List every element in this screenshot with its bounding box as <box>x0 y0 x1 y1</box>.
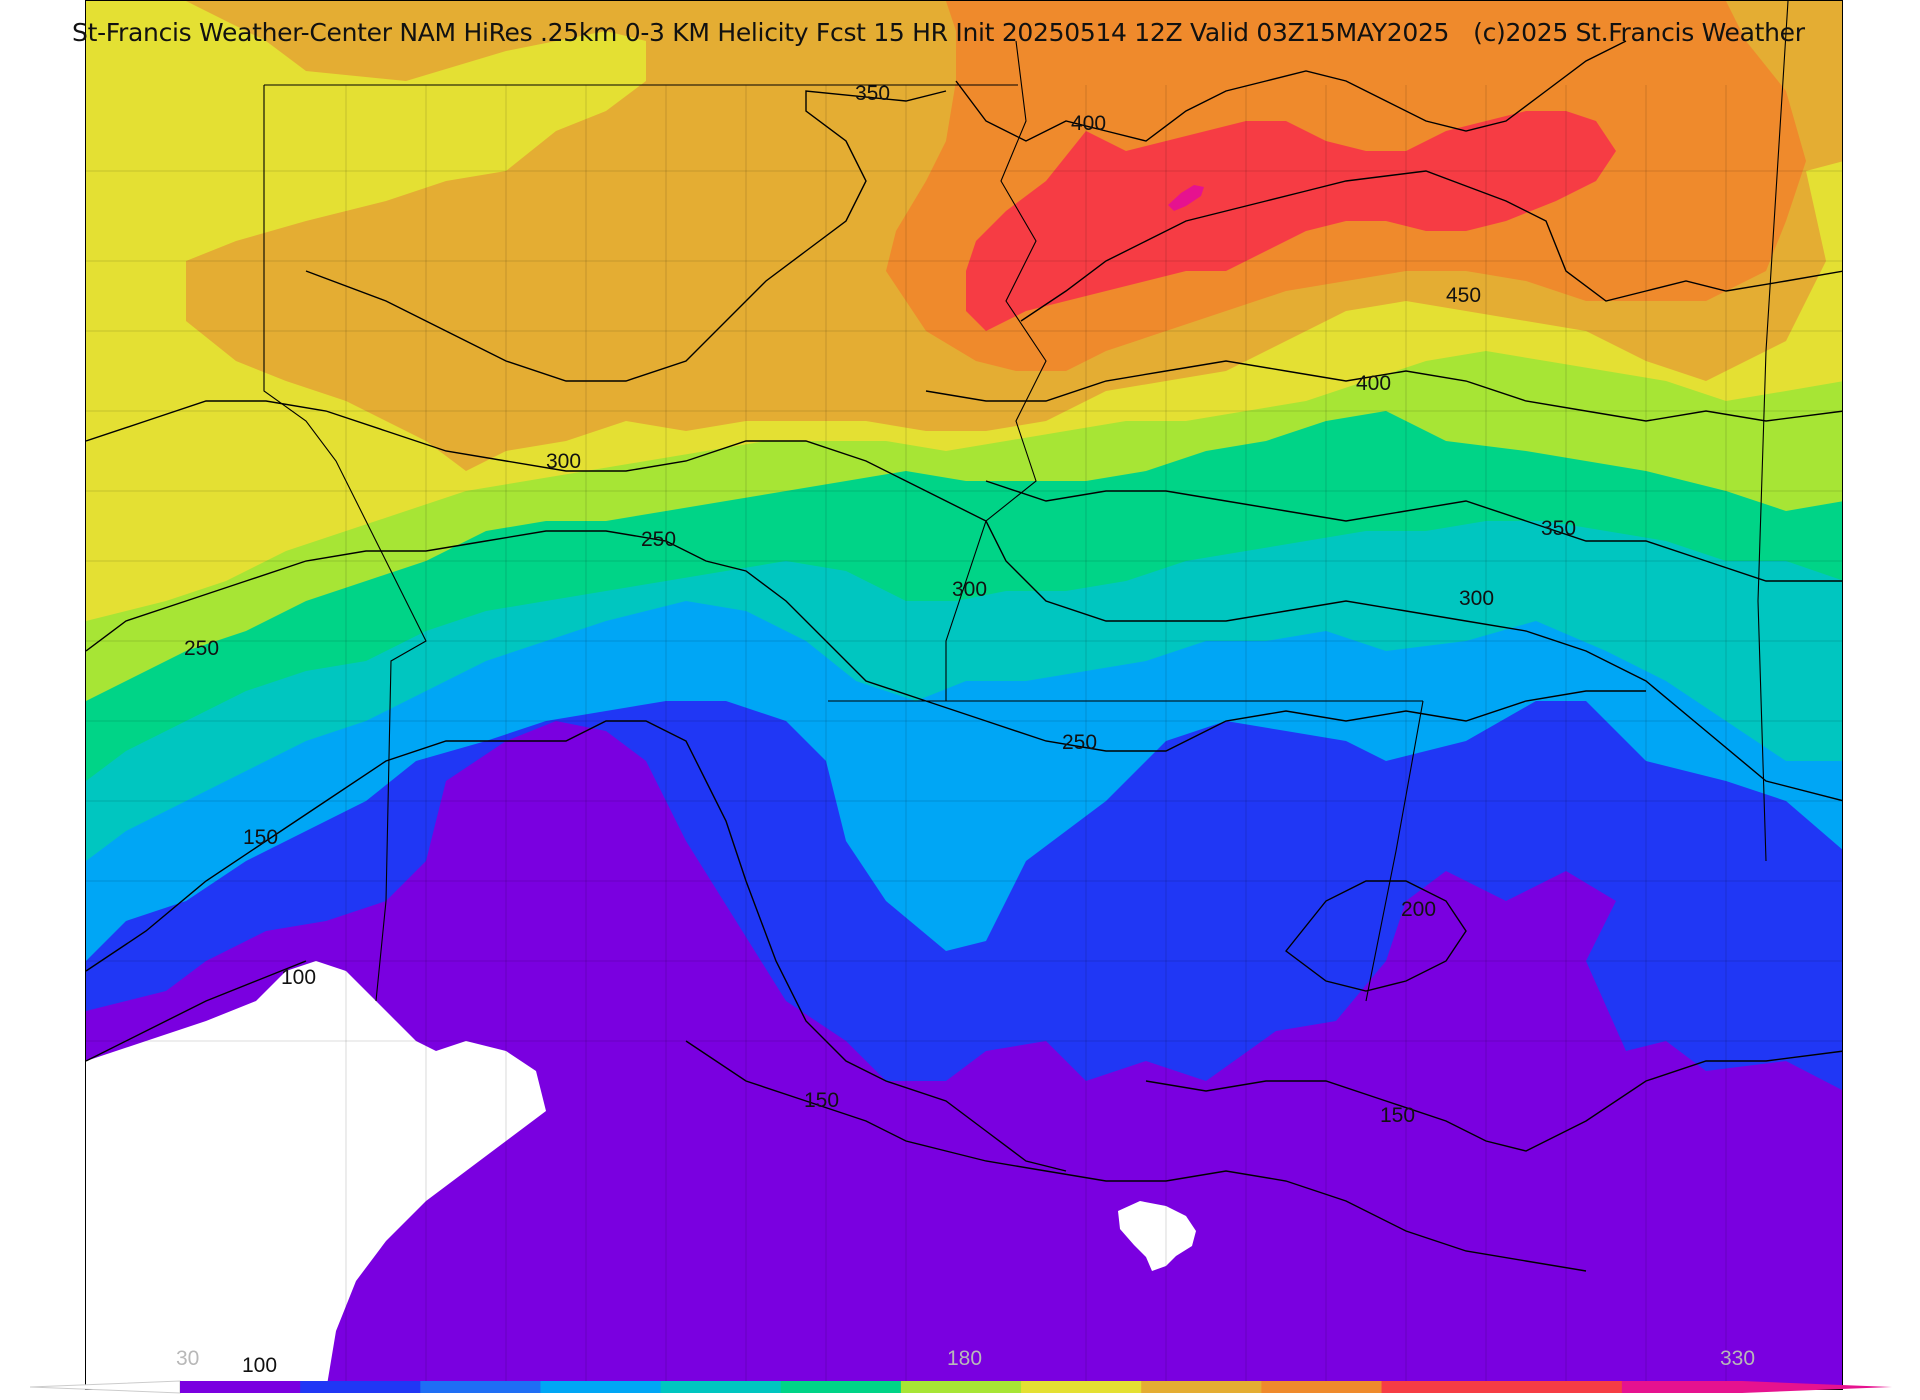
contour-label: 100 <box>242 1354 277 1377</box>
colorbar-segment <box>180 1381 301 1393</box>
contour-label: 350 <box>855 82 890 105</box>
county-lines <box>86 85 1842 1389</box>
county-grid-h <box>86 170 1842 1042</box>
colorbar-segment <box>660 1381 782 1393</box>
contour-label: 350 <box>1541 517 1576 540</box>
title-main: St-Francis Weather-Center NAM HiRes .25k… <box>72 18 1450 47</box>
colorbar-segment <box>540 1381 662 1393</box>
contour-200 <box>1285 880 1467 992</box>
colorbar-segment <box>1381 1381 1503 1393</box>
contour-label: 300 <box>1459 587 1494 610</box>
colorbar-segment <box>300 1381 421 1393</box>
colorbar-segments <box>30 1380 1892 1394</box>
contour-label: 150 <box>804 1089 839 1112</box>
county-grid-v <box>345 85 1727 1389</box>
contour-400-south <box>925 360 1842 422</box>
no-data-west <box>86 961 546 1389</box>
contour-label: 200 <box>1401 898 1436 921</box>
colorbar-segment <box>900 1381 1022 1393</box>
border-mississippi-river <box>945 40 1047 701</box>
helicity-fill-layer <box>86 1 1842 1389</box>
contour-label: 100 <box>281 966 316 989</box>
band-red <box>966 111 1616 331</box>
contour-350-east <box>985 480 1842 582</box>
colorbar-segment <box>1501 1381 1623 1393</box>
contour-label: 450 <box>1446 284 1481 307</box>
no-data-island <box>1118 1201 1196 1271</box>
border-east <box>1757 1 1789 862</box>
colorbar-tick-label: 330 <box>1720 1347 1756 1370</box>
border-ms-al <box>1365 700 1424 1002</box>
contour-label: 250 <box>184 637 219 660</box>
colorbar <box>30 1380 1892 1394</box>
contour-label: 300 <box>546 450 581 473</box>
border-west-oklahoma <box>263 85 427 1002</box>
colorbar-tick-label: 180 <box>947 1347 983 1370</box>
contour-150 <box>86 720 1067 1172</box>
colorbar-tick-label: 30 <box>176 1347 200 1370</box>
colorbar-extend-low <box>30 1380 181 1394</box>
colorbar-segment <box>1261 1381 1383 1393</box>
contour-150-east <box>1145 1050 1842 1152</box>
helicity-contours <box>86 40 1842 1272</box>
contour-label: 300 <box>952 578 987 601</box>
contour-400-north <box>955 40 1627 142</box>
colorbar-segment <box>1621 1381 1743 1393</box>
contour-250 <box>86 530 1646 752</box>
contour-label: 150 <box>1380 1104 1415 1127</box>
colorbar-extend-high <box>1742 1381 1892 1393</box>
colorbar-segment <box>1141 1381 1262 1393</box>
contour-label: 400 <box>1071 112 1106 135</box>
colorbar-segment <box>420 1381 541 1393</box>
map-title: St-Francis Weather-Center NAM HiRes .25k… <box>72 18 1829 47</box>
title-copyright: (c)2025 St.Francis Weather <box>1473 18 1805 47</box>
contour-100 <box>86 960 307 1062</box>
contour-300 <box>86 400 1842 802</box>
map-panel[interactable]: 350 400 450 400 300 250 300 350 300 250 … <box>85 0 1843 1390</box>
colorbar-segment <box>780 1381 902 1393</box>
contour-label: 150 <box>243 826 278 849</box>
contour-label: 400 <box>1356 372 1391 395</box>
coastline <box>685 1040 1587 1272</box>
helicity-map[interactable]: 350 400 450 400 300 250 300 350 300 250 … <box>86 1 1843 1390</box>
contour-label: 250 <box>1062 731 1097 754</box>
contour-450 <box>1020 170 1842 322</box>
band-magenta <box>1168 185 1204 211</box>
colorbar-segment <box>1021 1381 1142 1393</box>
contour-350 <box>305 90 947 382</box>
contour-label-layer: 350 400 450 400 300 250 300 350 300 250 … <box>184 82 1576 1377</box>
contour-label: 250 <box>641 528 676 551</box>
